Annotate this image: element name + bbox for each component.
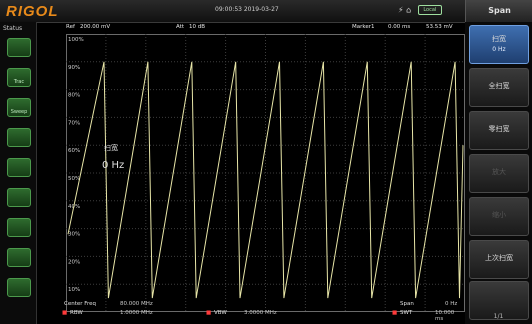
- span-softkey-menu: 扫宽 0 Hz 全扫宽 零扫宽 放大 缩小 上次扫宽 1/1: [465, 22, 532, 324]
- y-tick-label: 100%: [68, 37, 84, 43]
- center-freq-label: Center Freq: [64, 301, 97, 307]
- marker-value-time: 0.00 ms: [388, 24, 411, 30]
- top-status-bar: RIGOL 09:00:53 2019-03-27 ⚡ ⌂ Local: [0, 0, 532, 23]
- y-tick-label: 80%: [68, 93, 80, 99]
- y-tick-label: 90%: [68, 65, 80, 71]
- y-tick-label: 60%: [68, 148, 80, 154]
- menu-title: Span: [465, 0, 532, 22]
- blank-softkey[interactable]: [469, 281, 529, 320]
- zoom-out-softkey[interactable]: 缩小: [469, 197, 529, 236]
- span-softkey[interactable]: 扫宽 0 Hz: [469, 25, 529, 64]
- y-tick-label: 20%: [68, 259, 80, 265]
- rbw-label: RBW: [70, 310, 83, 316]
- system-status-icons: ⚡ ⌂ Local: [398, 5, 442, 15]
- rigol-logo: RIGOL: [6, 3, 59, 20]
- status-button-1[interactable]: [7, 38, 31, 57]
- vbw-value: 3.0000 MHz: [244, 310, 277, 316]
- status-button-4[interactable]: [7, 128, 31, 147]
- y-tick-label: 70%: [68, 120, 80, 126]
- sweep-info-bar: Center Freq 80.000 MHz Span 0 Hz ■ RBW 1…: [62, 301, 464, 323]
- status-button-sweep[interactable]: Sweep: [7, 98, 31, 117]
- zero-span-softkey[interactable]: 零扫宽: [469, 111, 529, 150]
- marker-label: Marker1: [352, 24, 375, 30]
- datetime-display: 09:00:53 2019-03-27: [215, 6, 279, 13]
- swt-value: 10.000 ms: [435, 310, 455, 322]
- att-label: Att: [176, 24, 184, 30]
- left-status-bar: Status Trac Sweep: [0, 22, 37, 324]
- ref-info-bar: Ref 200.00 mV Att 10 dB Marker1 0.00 ms …: [36, 24, 465, 34]
- span-annotation-value: 0 Hz: [102, 160, 124, 171]
- vbw-label: VBW: [214, 310, 227, 316]
- y-tick-label: 50%: [68, 176, 80, 182]
- menu-page-indicator: 1/1: [493, 313, 504, 320]
- local-indicator: Local: [417, 5, 442, 15]
- last-span-softkey[interactable]: 上次扫宽: [469, 240, 529, 279]
- span-softkey-label: 扫宽: [492, 35, 506, 43]
- status-button-7[interactable]: [7, 218, 31, 237]
- span-value: 0 Hz: [445, 301, 458, 307]
- span-label: Span: [400, 301, 414, 307]
- span-annotation-label: 扫宽: [104, 143, 118, 152]
- status-button-5[interactable]: [7, 158, 31, 177]
- ref-value: 200.00 mV: [80, 24, 111, 30]
- status-button-6[interactable]: [7, 188, 31, 207]
- status-button-9[interactable]: [7, 278, 31, 297]
- trace-graticule: 100%90%80%70%60%50%40%30%20%10%0% 扫宽 0 H…: [66, 34, 465, 312]
- center-freq-value: 80.000 MHz: [120, 301, 153, 307]
- span-softkey-value: 0 Hz: [492, 46, 506, 53]
- ref-label: Ref: [66, 24, 75, 30]
- marker-value-amplitude: 53.53 mV: [426, 24, 453, 30]
- status-button-8[interactable]: [7, 248, 31, 267]
- y-tick-label: 10%: [68, 287, 80, 293]
- att-value: 10 dB: [189, 24, 206, 30]
- zoom-in-softkey[interactable]: 放大: [469, 154, 529, 193]
- spectrum-plot-area: Ref 200.00 mV Att 10 dB Marker1 0.00 ms …: [36, 22, 465, 324]
- status-button-trace[interactable]: Trac: [7, 68, 31, 87]
- sawtooth-trace: [67, 61, 464, 299]
- status-label: Status: [3, 25, 23, 32]
- y-tick-label: 30%: [68, 232, 80, 238]
- usb-icon: ⚡ ⌂: [398, 5, 412, 15]
- full-span-softkey[interactable]: 全扫宽: [469, 68, 529, 107]
- rbw-value: 1.0000 MHz: [120, 310, 153, 316]
- swt-label: SWT: [400, 310, 413, 316]
